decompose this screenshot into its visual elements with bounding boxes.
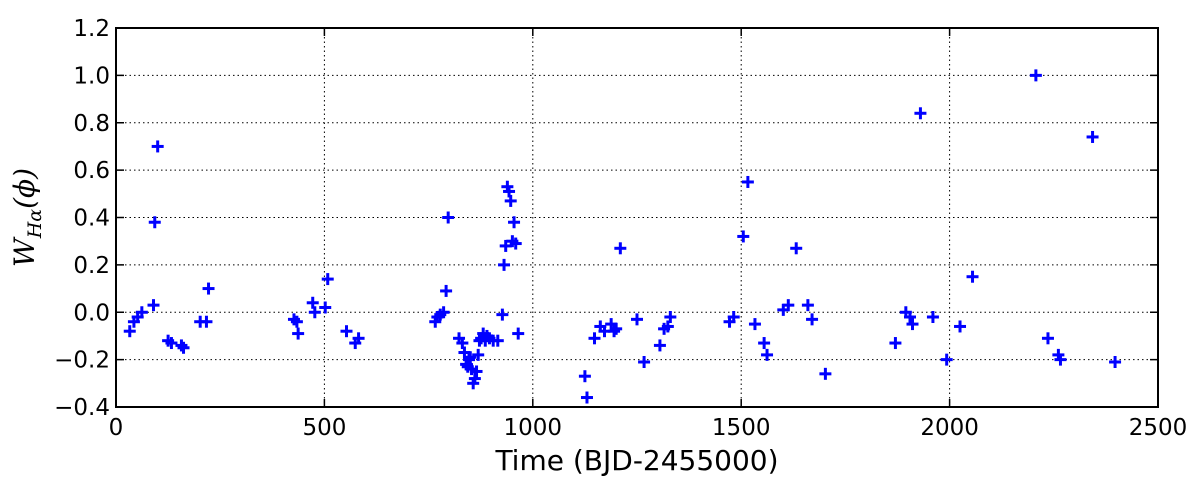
data-point (442, 211, 455, 224)
data-point (499, 239, 512, 252)
data-point (954, 320, 967, 333)
data-point (806, 313, 819, 326)
data-point (148, 216, 161, 229)
x-tick-label: 0 (109, 415, 124, 441)
y-tick-label: −0.4 (54, 395, 110, 421)
data-point (1109, 355, 1122, 368)
data-point (123, 325, 136, 338)
data-point (200, 315, 213, 328)
data-point (610, 322, 623, 335)
data-point (801, 299, 814, 312)
data-point (147, 299, 160, 312)
data-point (512, 327, 525, 340)
data-point (151, 140, 164, 153)
x-tick-label: 2000 (920, 415, 979, 441)
y-tick-label: 0.2 (73, 253, 110, 279)
y-axis-label-subscript: Hα (24, 209, 46, 240)
data-point (135, 306, 148, 319)
data-point (588, 332, 601, 345)
data-point (498, 258, 511, 271)
plot-frame (115, 27, 1159, 408)
data-points (123, 69, 1122, 404)
data-point (608, 325, 621, 338)
data-point (175, 339, 188, 352)
data-point (340, 325, 353, 338)
axis-ticks (115, 27, 1159, 408)
data-point (202, 282, 215, 295)
y-tick-label: 0.4 (73, 206, 110, 232)
y-tick-label: 0.6 (73, 158, 110, 184)
y-axis-label-suffix: (ϕ) (8, 168, 41, 209)
x-tick-label: 1500 (712, 415, 771, 441)
data-point (456, 337, 469, 350)
data-point (790, 242, 803, 255)
data-point (470, 365, 483, 378)
x-tick-label: 2500 (1129, 415, 1188, 441)
data-point (503, 185, 516, 198)
y-tick-label: −0.2 (54, 348, 110, 374)
data-point (741, 175, 754, 188)
data-point (782, 299, 795, 312)
y-tick-labels: −0.4 −0.2 0.0 0.2 0.4 0.6 0.8 1.0 1.2 (54, 16, 110, 421)
data-point (578, 370, 591, 383)
y-tick-label: 1.2 (73, 16, 110, 42)
data-point (504, 194, 517, 207)
x-tick-label: 1000 (504, 415, 563, 441)
data-point (509, 237, 522, 250)
x-tick-label: 500 (302, 415, 346, 441)
data-point (1029, 69, 1042, 82)
data-point (177, 341, 190, 354)
data-point (321, 273, 334, 286)
data-point (468, 372, 481, 385)
y-tick-label: 0.8 (73, 111, 110, 137)
data-point (496, 308, 509, 321)
y-axis-label: WHα(ϕ) (8, 168, 46, 267)
data-point (319, 301, 332, 314)
data-point (491, 334, 504, 347)
data-point (737, 230, 750, 243)
data-point (292, 327, 305, 340)
data-point (1086, 130, 1099, 143)
data-point (1054, 353, 1067, 366)
data-point (904, 310, 917, 323)
y-tick-label: 1.0 (73, 63, 110, 89)
data-point (661, 320, 674, 333)
x-tick-labels: 0 500 1000 1500 2000 2500 (109, 415, 1188, 441)
data-point (464, 351, 477, 364)
data-point (614, 242, 627, 255)
data-point (1041, 332, 1054, 345)
data-point (631, 313, 643, 326)
data-point (761, 348, 774, 361)
data-point (472, 348, 485, 361)
y-axis-label-main: W (8, 236, 41, 267)
data-point (508, 216, 521, 229)
data-point (914, 107, 927, 120)
y-tick-label: 0.0 (73, 300, 110, 326)
data-point (580, 391, 593, 404)
data-point (664, 310, 677, 323)
data-point (638, 355, 651, 368)
data-point (889, 337, 902, 350)
data-point (748, 318, 761, 331)
data-point (758, 337, 771, 350)
data-point (437, 306, 450, 319)
x-axis-label: Time (BJD-2455000) (494, 444, 778, 477)
data-point (926, 310, 939, 323)
data-point (727, 310, 740, 323)
data-point (290, 315, 303, 328)
data-point (306, 296, 319, 309)
data-point (653, 339, 666, 352)
data-point (165, 337, 178, 350)
data-point (352, 332, 365, 345)
data-point (440, 284, 453, 297)
data-point (940, 353, 953, 366)
data-point (819, 367, 832, 380)
data-point (308, 306, 321, 319)
grid-lines (116, 28, 1158, 407)
data-point (966, 270, 979, 283)
data-point (906, 318, 919, 331)
